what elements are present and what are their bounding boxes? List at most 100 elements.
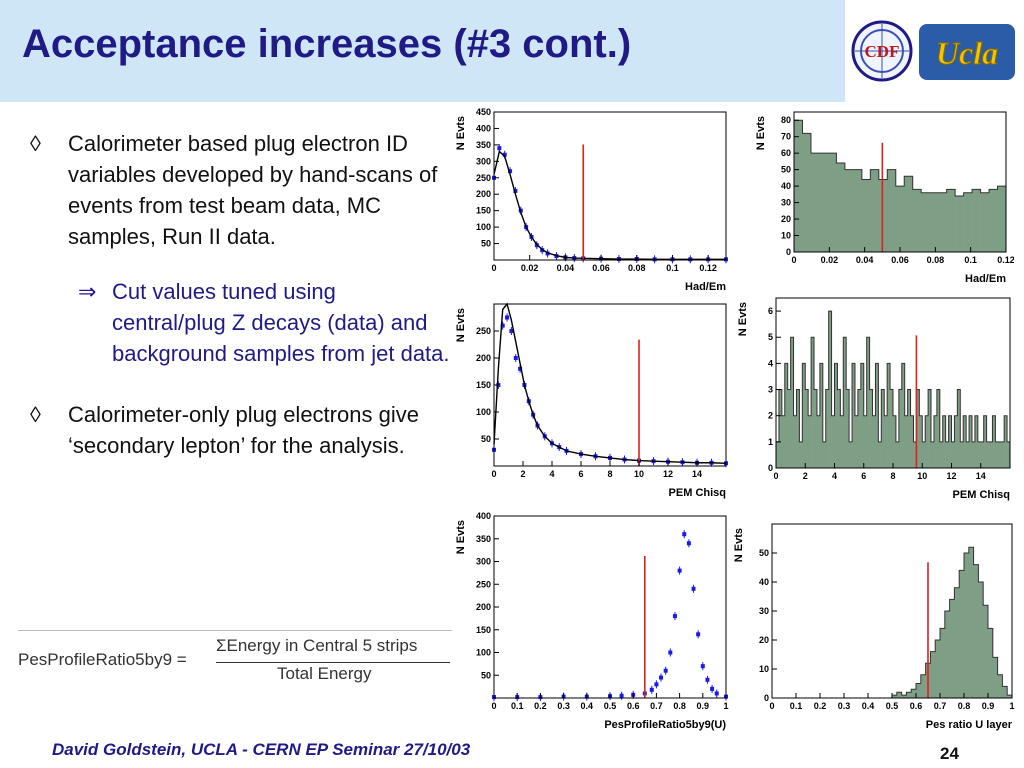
histogram-bar — [781, 415, 786, 468]
x-tick-label: 0.04 — [856, 255, 874, 265]
y-axis-title: N Evts — [455, 116, 467, 150]
plot-frame — [493, 515, 727, 699]
y-tick-label: 250 — [476, 579, 491, 589]
histogram-bar — [912, 189, 922, 252]
histogram-bar — [895, 441, 900, 468]
histogram-bar — [916, 389, 920, 468]
slide-title: Acceptance increases (#3 cont.) — [22, 22, 632, 66]
x-tick-label: 0.4 — [581, 701, 594, 711]
y-tick-label: 50 — [481, 239, 491, 249]
y-tick-label: 80 — [781, 115, 791, 125]
had-em-histogram: 0 0.02 0.04 0.06 0.08 0.1 0.12 0 10 20 30 40 50 60 70 8… — [752, 104, 1014, 288]
histogram-bar — [933, 415, 938, 468]
y-axis-title: N Evts — [737, 302, 749, 336]
x-tick-label: 0 — [491, 701, 496, 711]
histogram-bar — [853, 169, 863, 252]
histogram-bar — [892, 695, 898, 698]
x-tick-label: 0.4 — [862, 701, 875, 711]
x-tick-label: 0.1 — [964, 255, 977, 265]
histogram-bar — [778, 389, 783, 468]
histogram-bar — [860, 363, 865, 468]
chart-svg: 0 0.02 0.04 0.06 0.08 0.1 0.12 0 10 20 30 40 50 60 70 8… — [755, 111, 1014, 285]
data-point — [502, 152, 507, 157]
y-tick-label: 250 — [476, 173, 491, 183]
data-point — [672, 614, 677, 619]
x-tick-label: 10 — [634, 469, 644, 479]
histogram-bar — [893, 415, 897, 468]
histogram-bar — [964, 553, 970, 698]
histogram-bar — [890, 389, 894, 468]
data-point — [505, 315, 510, 320]
histogram-bar — [925, 415, 929, 468]
histogram-bar — [992, 415, 996, 468]
x-tick-label: 0.7 — [934, 701, 947, 711]
y-tick-label: 200 — [476, 189, 491, 199]
histogram-bar — [831, 415, 835, 468]
y-tick-label: 50 — [759, 548, 769, 558]
histogram-bar — [983, 415, 987, 468]
bullet-text: Calorimeter-only plug electrons give ‘se… — [68, 402, 419, 458]
histogram-bar — [971, 441, 976, 468]
x-axis-title: PEM Chisq — [953, 489, 1010, 501]
histogram-bar — [989, 441, 993, 468]
svg-text:Ucla: Ucla — [936, 35, 998, 71]
y-tick-label: 150 — [476, 206, 491, 216]
histogram-bar — [929, 192, 939, 252]
y-tick-label: 3 — [768, 385, 773, 395]
histogram-bar — [931, 441, 935, 468]
histogram-bar — [1004, 415, 1008, 468]
histogram-bar — [997, 674, 1003, 698]
histogram-bar — [1002, 686, 1008, 698]
histogram-bar — [944, 611, 950, 698]
histogram-bar — [906, 692, 912, 698]
data-point — [663, 668, 668, 673]
x-tick-label: 14 — [976, 471, 986, 481]
histogram-bar — [955, 196, 964, 252]
x-tick-label: 2 — [803, 471, 808, 481]
x-tick-label: 0.1 — [511, 701, 524, 711]
histogram-bar — [819, 153, 829, 252]
y-tick-label: 100 — [476, 407, 491, 417]
y-tick-label: 50 — [481, 434, 491, 444]
histogram-bar — [998, 441, 1002, 468]
histogram-bar — [822, 441, 827, 468]
y-tick-label: 250 — [476, 326, 491, 336]
x-tick-label: 0.06 — [891, 255, 909, 265]
histogram-bar — [973, 564, 979, 698]
histogram-bar — [988, 628, 994, 698]
histogram-bar — [811, 337, 815, 468]
histogram-bar — [825, 389, 829, 468]
histogram-bar — [910, 415, 914, 468]
y-tick-label: 20 — [781, 214, 791, 224]
x-tick-label: 0.9 — [697, 701, 710, 711]
y-tick-label: 20 — [759, 635, 769, 645]
histogram-bar — [881, 389, 885, 468]
y-tick-label: 40 — [759, 577, 769, 587]
histogram-bar — [959, 570, 965, 698]
y-tick-label: 4 — [768, 358, 773, 368]
histogram-bar — [904, 176, 914, 252]
y-tick-label: 1 — [768, 437, 773, 447]
x-axis-title: Pes ratio U layer — [926, 719, 1013, 731]
histogram-bar — [963, 192, 973, 252]
bullet-text: Calorimeter based plug electron ID varia… — [68, 131, 438, 249]
histogram-bar — [901, 363, 905, 468]
histogram-bar — [920, 674, 926, 698]
histogram-bar — [776, 441, 780, 468]
histogram-bar — [872, 415, 876, 468]
x-tick-label: 0 — [491, 469, 496, 479]
pes-ratio-u-histogram: 0 0.1 0.2 0.3 0.4 0.5 0.6 0.7 0.8 0.9 1 0 10 20 30 40 50… — [730, 516, 1020, 734]
y-tick-label: 2 — [768, 411, 773, 421]
x-tick-label: 0 — [791, 255, 796, 265]
histogram-bar — [802, 363, 806, 468]
histogram-bar — [866, 337, 870, 468]
histogram-bar — [945, 441, 949, 468]
histogram-bar — [935, 640, 941, 698]
histogram-bar — [986, 441, 990, 468]
data-point — [500, 323, 505, 328]
histogram-bar — [928, 389, 932, 468]
histogram-bar — [992, 657, 998, 698]
histogram-bar — [840, 415, 844, 468]
x-tick-label: 0.7 — [650, 701, 663, 711]
